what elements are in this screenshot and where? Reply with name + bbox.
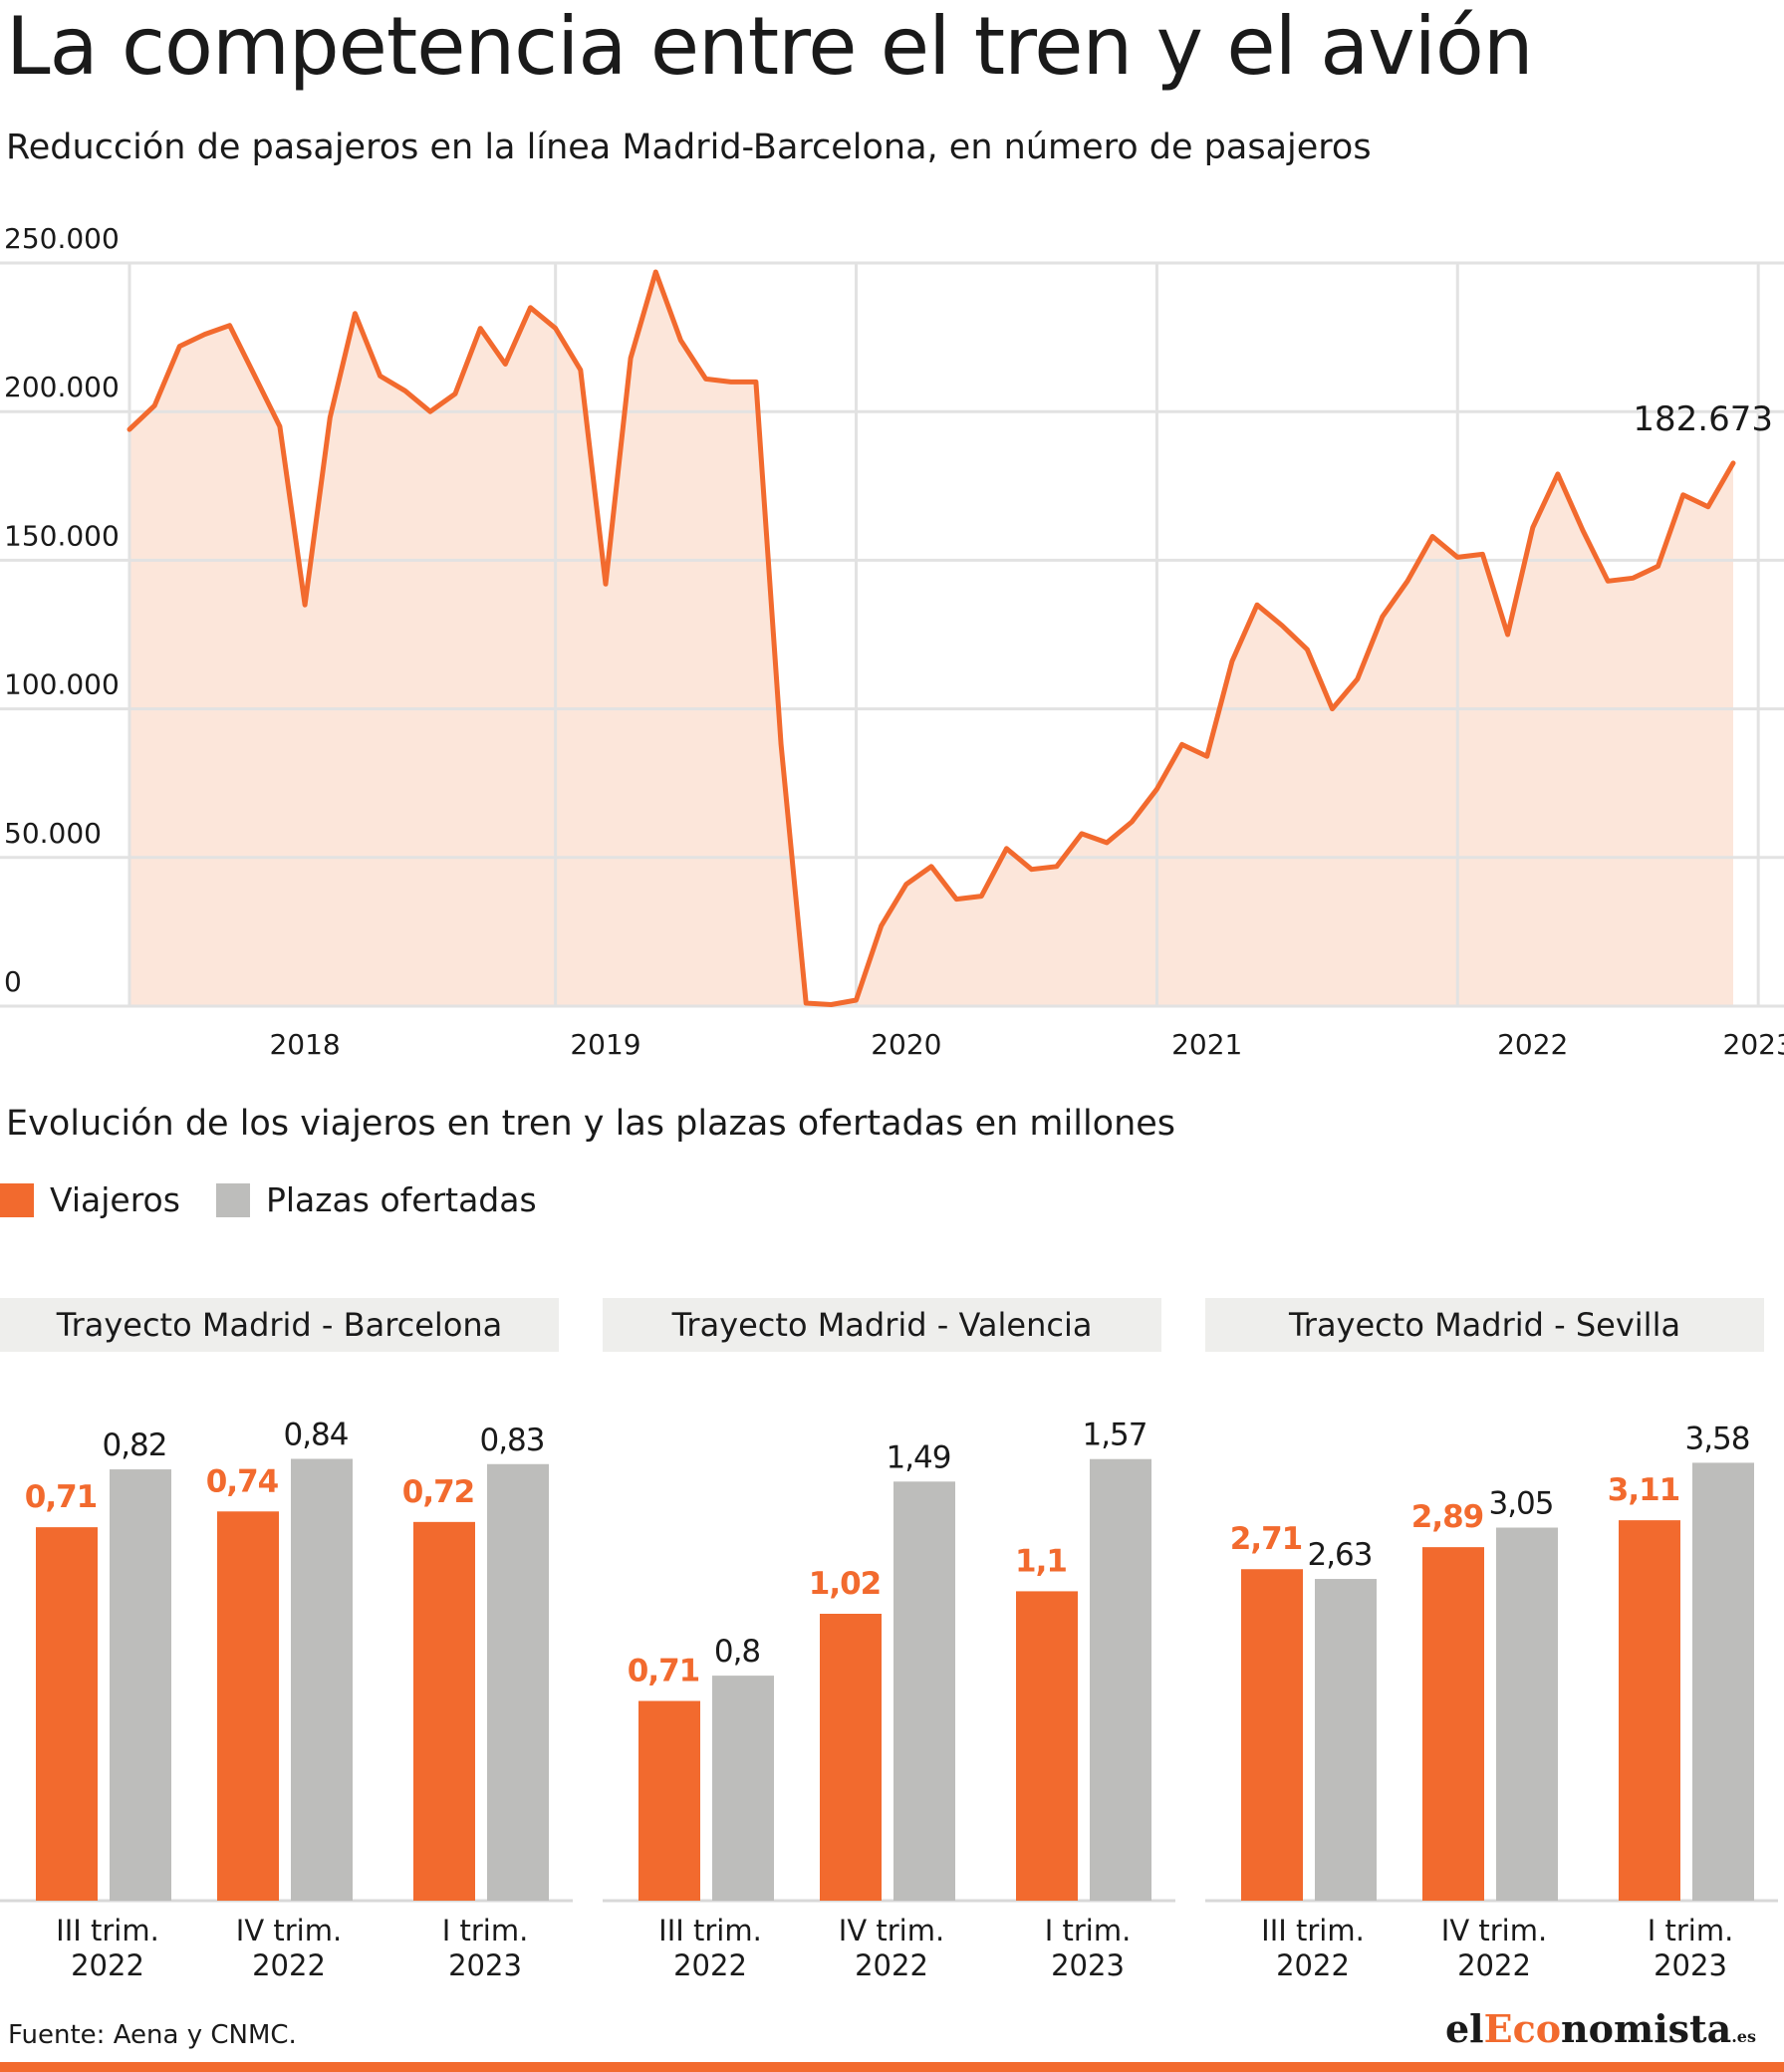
bar-label-plazas: 2,63	[1307, 1537, 1372, 1573]
bar-label-plazas: 0,82	[102, 1427, 166, 1463]
category-label: 2022	[252, 1948, 326, 1982]
x-tick-label: 2021	[1171, 1028, 1242, 1061]
x-tick-label: 2020	[871, 1028, 941, 1061]
bar-plazas	[110, 1469, 171, 1901]
category-label: IV trim.	[236, 1914, 342, 1947]
panel-title-barcelona: Trayecto Madrid - Barcelona	[0, 1298, 559, 1352]
bar-label-plazas: 0,83	[479, 1423, 544, 1458]
bar-plazas	[1315, 1579, 1377, 1901]
y-tick-label: 150.000	[4, 519, 120, 552]
source-note: Fuente: Aena y CNMC.	[8, 2020, 297, 2050]
bar-label-viajeros: 2,89	[1411, 1499, 1484, 1535]
bar-label-plazas: 0,8	[714, 1634, 760, 1670]
x-tick-label: 2018	[269, 1028, 340, 1061]
series-line	[127, 269, 1736, 1007]
bar-viajeros	[1016, 1591, 1078, 1901]
line-chart-subtitle: Reducción de pasajeros en la línea Madri…	[6, 128, 1372, 167]
legend-label-viajeros: Viajeros	[50, 1180, 180, 1219]
bar-label-plazas: 1,49	[886, 1439, 950, 1475]
legend-swatch-viajeros	[0, 1182, 34, 1217]
bar-label-viajeros: 0,71	[628, 1654, 700, 1689]
bar-viajeros	[820, 1614, 882, 1901]
bar-viajeros	[1241, 1569, 1303, 1901]
logo-part-rest: nomista	[1561, 2006, 1732, 2051]
category-label: IV trim.	[1441, 1914, 1547, 1947]
bar-label-viajeros: 2,71	[1230, 1521, 1303, 1557]
category-label: 2023	[448, 1948, 522, 1982]
bar-viajeros	[638, 1700, 700, 1901]
legend-swatch-plazas	[215, 1182, 250, 1217]
x-tick-label: 2022	[1497, 1028, 1568, 1061]
category-label: 2023	[1051, 1948, 1125, 1982]
bar-label-plazas: 3,58	[1684, 1421, 1749, 1456]
area-fill	[129, 272, 1733, 1006]
bar-label-viajeros: 1,1	[1015, 1543, 1067, 1579]
bar-viajeros	[1422, 1547, 1484, 1901]
y-tick-label: 100.000	[4, 668, 120, 701]
y-tick-label: 200.000	[4, 371, 120, 403]
bar-chart-subtitle: Evolución de los viajeros en tren y las …	[6, 1104, 1176, 1144]
bar-viajeros	[1619, 1520, 1680, 1901]
page-title: La competencia entre el tren y el avión	[6, 0, 1534, 93]
bar-label-viajeros: 0,71	[25, 1479, 98, 1515]
x-tick-label: 2019	[570, 1028, 640, 1061]
bar-plazas	[712, 1676, 774, 1901]
bar-label-viajeros: 1,02	[809, 1566, 882, 1602]
logo-part-el: el	[1444, 2006, 1484, 2051]
bar-label-viajeros: 0,72	[402, 1474, 475, 1510]
bar-plazas	[893, 1481, 955, 1901]
legend-label-plazas: Plazas ofertadas	[265, 1180, 537, 1219]
bar-label-viajeros: 3,11	[1608, 1472, 1680, 1508]
category-label: III trim.	[658, 1914, 762, 1947]
category-label: 2022	[71, 1948, 144, 1982]
category-label: I trim.	[1648, 1914, 1734, 1947]
panel-title-sevilla: Trayecto Madrid - Sevilla	[1205, 1298, 1764, 1352]
y-tick-label: 250.000	[4, 222, 120, 255]
category-label: III trim.	[1261, 1914, 1365, 1947]
legend: Viajeros Plazas ofertadas	[0, 1180, 573, 1219]
bar-viajeros	[413, 1521, 475, 1901]
bar-plazas	[1090, 1458, 1151, 1901]
line-chart: 0 50.000 100.000 150.000 200.000 250.000 2018 2…	[0, 222, 1784, 1061]
category-label: I trim.	[1045, 1914, 1132, 1947]
bar-label-plazas: 3,05	[1488, 1485, 1553, 1521]
bar-viajeros	[217, 1511, 279, 1901]
bottom-accent-bar	[0, 2062, 1784, 2072]
y-tick-label: 0	[4, 965, 22, 998]
logo-part-co: co	[1512, 2006, 1562, 2051]
bar-label-viajeros: 0,74	[206, 1463, 279, 1499]
category-label: I trim.	[442, 1914, 529, 1947]
bar-plazas	[291, 1458, 353, 1901]
category-label: 2022	[1276, 1948, 1350, 1982]
logo-part-e: E	[1483, 2006, 1513, 2051]
y-tick-label: 50.000	[4, 817, 102, 850]
panel-title-valencia: Trayecto Madrid - Valencia	[603, 1298, 1161, 1352]
x-tick-label: 2023	[1723, 1028, 1784, 1061]
bar-label-plazas: 0,84	[283, 1417, 348, 1452]
category-label: IV trim.	[839, 1914, 944, 1947]
category-label: 2023	[1654, 1948, 1727, 1982]
category-label: 2022	[673, 1948, 747, 1982]
last-value-label: 182.673	[1633, 399, 1773, 439]
category-label: 2022	[855, 1948, 928, 1982]
brand-logo: elEconomista.es	[1445, 2006, 1756, 2051]
category-label: 2022	[1457, 1948, 1531, 1982]
bar-plazas	[1692, 1462, 1754, 1901]
bar-label-plazas: 1,57	[1082, 1418, 1147, 1453]
bar-plazas	[487, 1463, 549, 1901]
bar-viajeros	[36, 1527, 98, 1901]
logo-part-tld: .es	[1731, 2027, 1756, 2046]
bar-plazas	[1496, 1527, 1558, 1901]
category-label: III trim.	[56, 1914, 159, 1947]
